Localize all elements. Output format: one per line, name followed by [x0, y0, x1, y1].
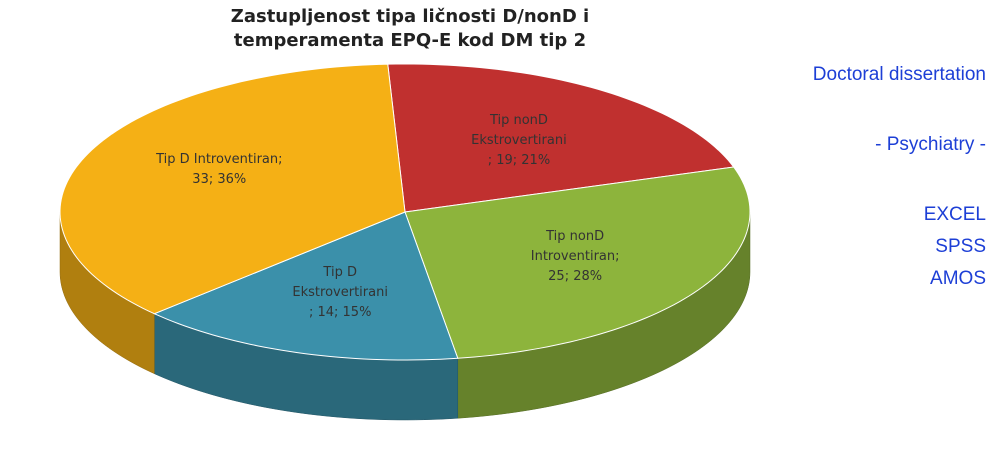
chart-title: Zastupljenost tipa ličnosti D/nonD i	[230, 6, 590, 27]
value-label: ; 14; 15%	[308, 305, 372, 321]
value-label: ; 19; 21%	[487, 153, 551, 169]
slice	[59, 63, 406, 315]
value-label: 25; 28%	[548, 269, 603, 285]
chart-title: temperamenta EPQ-E kod DM tip 2	[233, 30, 587, 51]
slice-label: Tip D Ekstrovertirani	[292, 265, 388, 301]
slice	[387, 63, 735, 213]
value-label: 33; 36%	[192, 172, 247, 188]
annotation: Doctoral dissertation	[812, 64, 986, 85]
annotation: EXCEL	[923, 204, 986, 225]
annotation: - Psychiatry -	[875, 134, 986, 155]
slice-label: Tip nonD Introventiran;	[530, 229, 620, 265]
annotation: AMOS	[930, 268, 986, 289]
slice-label: Tip nonD Ekstrovertirani	[471, 113, 567, 149]
slice-label: Tip D Introventiran;	[156, 152, 283, 168]
slice	[404, 166, 751, 359]
slice	[153, 211, 459, 361]
annotation: SPSS	[935, 236, 986, 257]
